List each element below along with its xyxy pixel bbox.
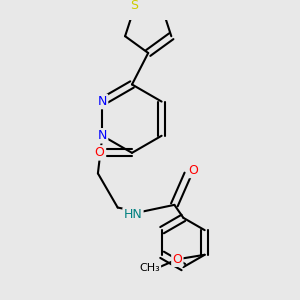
Text: O: O xyxy=(172,253,182,266)
Text: S: S xyxy=(130,0,138,12)
Text: O: O xyxy=(95,146,105,159)
Text: HN: HN xyxy=(124,208,142,221)
Text: CH₃: CH₃ xyxy=(139,263,160,273)
Text: N: N xyxy=(98,95,107,108)
Text: N: N xyxy=(98,129,107,142)
Text: O: O xyxy=(188,164,198,177)
